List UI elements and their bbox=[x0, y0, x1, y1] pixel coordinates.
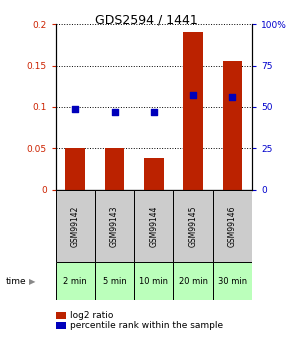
FancyBboxPatch shape bbox=[134, 190, 173, 262]
Bar bbox=[66, 148, 85, 190]
Text: 2 min: 2 min bbox=[63, 277, 87, 286]
FancyBboxPatch shape bbox=[56, 262, 95, 300]
Point bbox=[191, 92, 195, 97]
Point bbox=[112, 109, 117, 115]
Bar bbox=[144, 158, 163, 190]
FancyBboxPatch shape bbox=[95, 190, 134, 262]
Text: GSM99143: GSM99143 bbox=[110, 205, 119, 247]
Point bbox=[151, 109, 156, 115]
FancyBboxPatch shape bbox=[95, 262, 134, 300]
Text: log2 ratio: log2 ratio bbox=[70, 311, 114, 320]
Point bbox=[230, 94, 235, 100]
Text: 5 min: 5 min bbox=[103, 277, 127, 286]
Bar bbox=[105, 148, 124, 190]
Text: GSM99142: GSM99142 bbox=[71, 205, 80, 247]
Text: 30 min: 30 min bbox=[218, 277, 247, 286]
Bar bbox=[223, 61, 242, 190]
FancyBboxPatch shape bbox=[213, 262, 252, 300]
Text: ▶: ▶ bbox=[29, 277, 35, 286]
Text: GSM99146: GSM99146 bbox=[228, 205, 237, 247]
Text: time: time bbox=[6, 277, 26, 286]
Text: GDS2594 / 1441: GDS2594 / 1441 bbox=[95, 14, 198, 27]
Bar bbox=[183, 32, 203, 190]
Text: GSM99144: GSM99144 bbox=[149, 205, 158, 247]
FancyBboxPatch shape bbox=[173, 262, 213, 300]
Point bbox=[73, 107, 78, 112]
FancyBboxPatch shape bbox=[134, 262, 173, 300]
Text: percentile rank within the sample: percentile rank within the sample bbox=[70, 321, 224, 330]
FancyBboxPatch shape bbox=[173, 190, 213, 262]
FancyBboxPatch shape bbox=[56, 190, 95, 262]
Text: 20 min: 20 min bbox=[179, 277, 207, 286]
FancyBboxPatch shape bbox=[213, 190, 252, 262]
Text: 10 min: 10 min bbox=[139, 277, 168, 286]
Text: GSM99145: GSM99145 bbox=[189, 205, 197, 247]
